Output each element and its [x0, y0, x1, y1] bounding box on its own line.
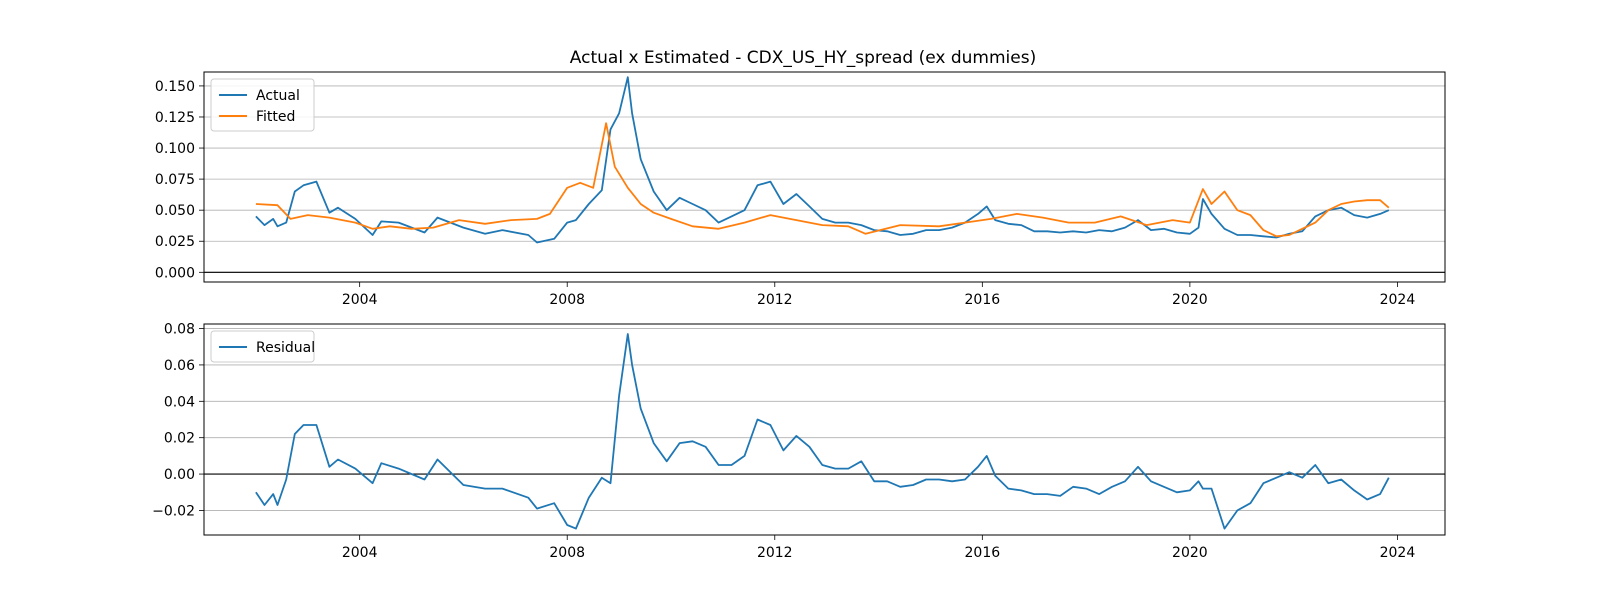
- x-tick-label: 2012: [757, 545, 793, 561]
- x-tick-label: 2024: [1380, 545, 1416, 561]
- y-tick-label: −0.02: [152, 503, 195, 519]
- y-tick-label: 0.04: [164, 394, 195, 410]
- x-tick-label: 2004: [342, 292, 378, 308]
- y-tick-label: 0.125: [155, 110, 195, 126]
- series-line-actual: [255, 76, 1390, 244]
- y-tick-label: 0.075: [155, 172, 195, 188]
- axes-frame: [203, 323, 1446, 536]
- y-tick-label: 0.050: [155, 203, 195, 219]
- legend-box: [210, 78, 315, 132]
- y-tick-label: 0.025: [155, 234, 195, 250]
- y-tick-label: 0.000: [155, 265, 195, 281]
- chart-title: Actual x Estimated - CDX_US_HY_spread (e…: [570, 48, 1036, 68]
- x-tick-label: 2016: [965, 545, 1001, 561]
- y-tick-label: 0.100: [155, 141, 195, 157]
- x-tick-label: 2008: [549, 292, 585, 308]
- legend-label: Residual: [256, 340, 315, 356]
- axes-frame: [203, 71, 1446, 283]
- series-line-residual: [255, 333, 1390, 530]
- legend: Actual Fitted: [210, 78, 315, 132]
- x-tick-label: 2024: [1380, 292, 1416, 308]
- y-tick-label: 0.150: [155, 79, 195, 95]
- x-tick-label: 2020: [1172, 292, 1208, 308]
- series-line-fitted: [255, 122, 1390, 238]
- legend-label: Actual: [256, 88, 300, 104]
- legend-label: Fitted: [256, 109, 295, 125]
- y-tick-label: 0.00: [164, 467, 195, 483]
- legend-box: [210, 330, 315, 363]
- residual-panel: −0.02 0.00 0.02 0.04 0.06 0.08 2004 2008 2012 201…: [152, 322, 1446, 561]
- actual-vs-fitted-panel: 0.000 0.025 0.050 0.075 0.100 0.125 0.150 2004 2…: [155, 71, 1446, 308]
- y-tick-label: 0.02: [164, 431, 195, 447]
- y-tick-label: 0.08: [164, 322, 195, 338]
- y-tick-label: 0.06: [164, 358, 195, 374]
- x-tick-label: 2012: [757, 292, 793, 308]
- x-tick-label: 2004: [342, 545, 378, 561]
- legend: Residual: [210, 330, 315, 363]
- x-tick-label: 2020: [1172, 545, 1208, 561]
- x-tick-label: 2008: [549, 545, 585, 561]
- x-tick-label: 2016: [965, 292, 1001, 308]
